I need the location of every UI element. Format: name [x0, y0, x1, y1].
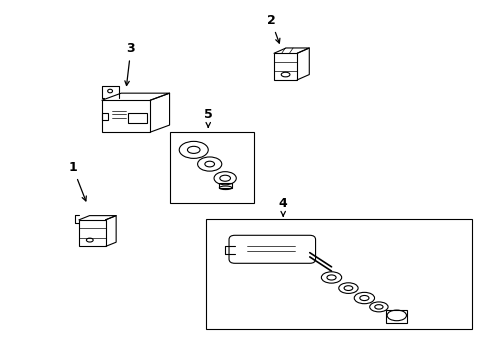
- Text: 2: 2: [266, 14, 279, 43]
- Text: 4: 4: [278, 197, 287, 216]
- Bar: [79, 220, 105, 247]
- Bar: [386, 310, 407, 323]
- Bar: [102, 100, 150, 132]
- Bar: [128, 113, 146, 123]
- Bar: [205, 219, 471, 329]
- Bar: [219, 183, 231, 188]
- Bar: [169, 132, 254, 203]
- Text: 5: 5: [203, 108, 212, 127]
- Text: 3: 3: [124, 42, 135, 85]
- Text: 1: 1: [68, 161, 86, 201]
- Bar: [273, 53, 297, 80]
- Bar: [102, 113, 107, 121]
